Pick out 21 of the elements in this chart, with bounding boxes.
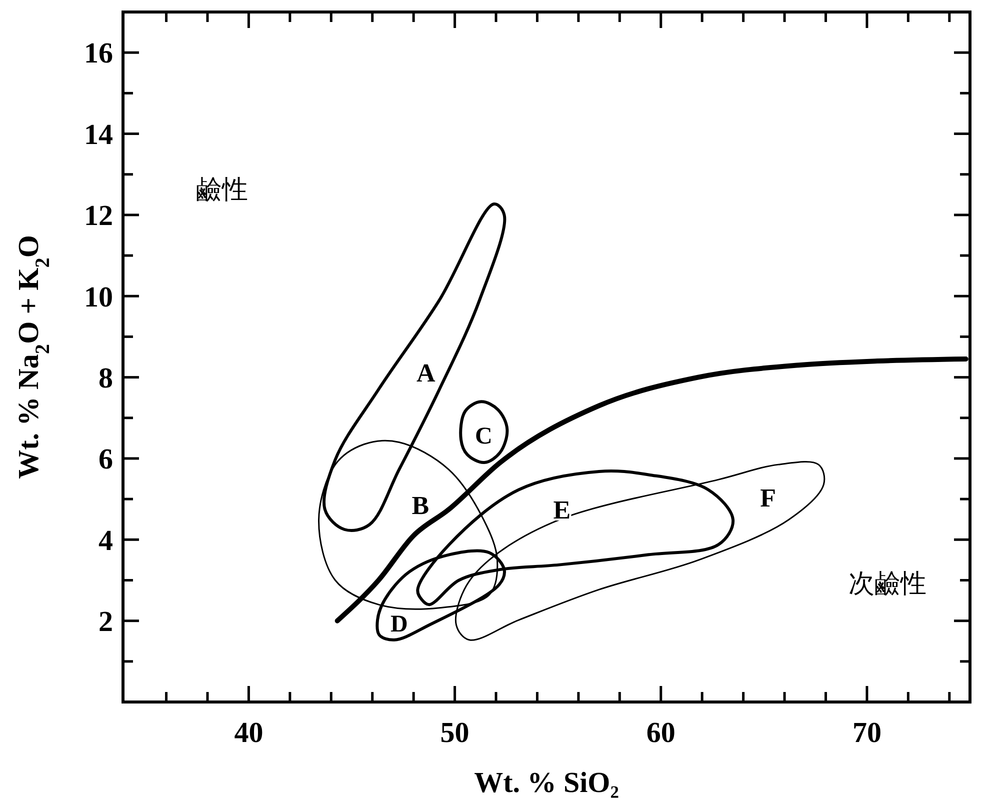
annotation: E: [553, 495, 571, 524]
annotation: D: [390, 611, 408, 638]
annotation: F: [760, 484, 776, 513]
x-tick-label: 70: [852, 717, 882, 749]
y-tick-label: 14: [84, 118, 113, 151]
annotation: A: [416, 358, 436, 388]
annotation: 鹼性: [196, 175, 248, 204]
annotation: C: [474, 424, 492, 450]
y-tick-label: 2: [98, 606, 113, 638]
x-axis-title: Wt. % SiO₂: [474, 767, 619, 799]
y-tick-label: 8: [98, 362, 113, 394]
annotation: B: [412, 491, 430, 520]
y-tick-label: 10: [84, 281, 113, 314]
y-tick-label: 16: [84, 38, 113, 70]
y-tick-label: 4: [98, 524, 113, 557]
x-tick-label: 60: [646, 717, 676, 749]
y-tick-label: 12: [84, 200, 113, 232]
x-tick-label: 40: [234, 717, 264, 749]
annotation: 次鹼性: [848, 568, 927, 598]
y-tick-label: 6: [98, 444, 113, 476]
x-tick-label: 50: [440, 717, 470, 749]
